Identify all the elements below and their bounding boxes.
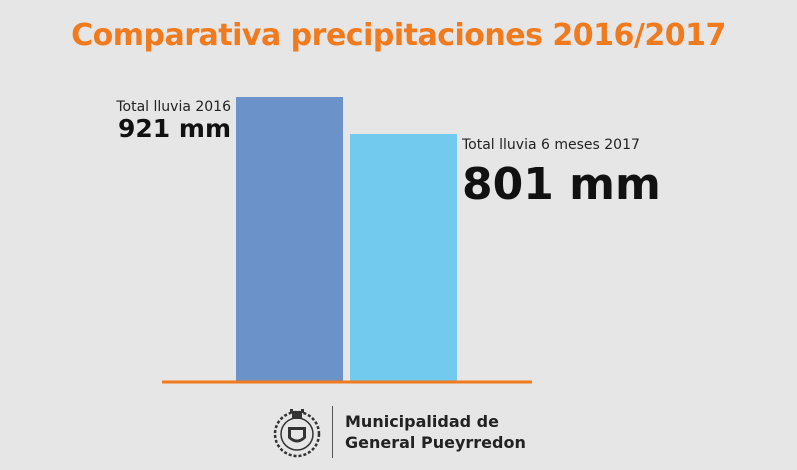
value-label-2016: 921 mm: [118, 114, 231, 143]
chart-title: Comparativa precipitaciones 2016/2017: [71, 18, 726, 53]
category-label-2017: Total lluvia 6 meses 2017: [461, 137, 640, 153]
footer: Municipalidad de General Pueyrredon: [270, 402, 526, 462]
value-label-2017: 801 mm: [462, 159, 661, 210]
org-line-1: Municipalidad de: [345, 412, 499, 431]
organization-name: Municipalidad de General Pueyrredon: [345, 411, 526, 453]
footer-divider: [332, 406, 333, 458]
org-line-2: General Pueyrredon: [345, 433, 526, 452]
municipal-seal-icon: [273, 409, 321, 458]
category-label-2016: Total lluvia 2016: [115, 99, 231, 115]
bar-2016: [236, 97, 343, 381]
bar-2017: [350, 134, 457, 381]
